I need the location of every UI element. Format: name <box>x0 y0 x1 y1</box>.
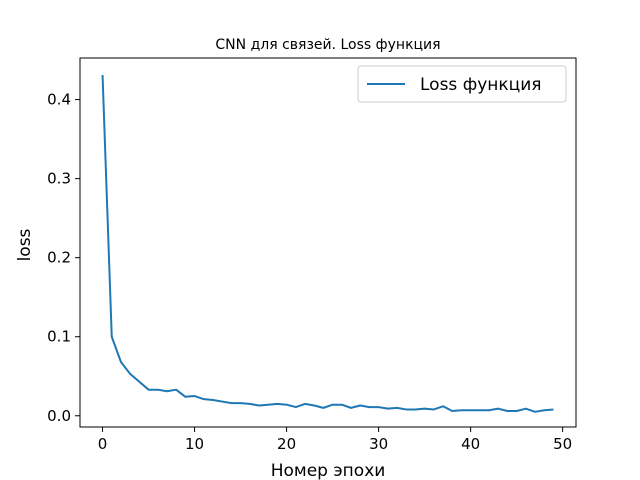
x-tick-label: 10 <box>185 435 204 453</box>
y-tick-label: 0.0 <box>47 407 71 425</box>
data-marks <box>101 75 554 413</box>
plot-area <box>79 57 577 428</box>
y-tick-label: 0.2 <box>47 249 71 267</box>
series-line-0 <box>101 75 554 413</box>
y-tick-label: 0.1 <box>47 328 71 346</box>
y-tick-label: 0.3 <box>47 170 71 188</box>
y-axis-label: loss <box>15 228 35 261</box>
legend-label: Loss функция <box>420 75 542 95</box>
x-tick-label: 20 <box>277 435 296 453</box>
plot-frame <box>79 57 577 428</box>
x-tick-label: 30 <box>369 435 388 453</box>
legend-box <box>357 65 567 103</box>
legend: Loss функция <box>357 65 567 103</box>
chart-title: CNN для связей. Loss функция <box>215 37 440 53</box>
axes: 0 10 20 30 40 50 0.0 0.1 0.2 0.3 0.4 <box>47 91 572 453</box>
x-axis-label: Номер эпохи <box>271 461 386 480</box>
x-tick-label: 40 <box>461 435 480 453</box>
x-tick-label: 50 <box>553 435 572 453</box>
x-tick-label: 0 <box>98 435 108 453</box>
y-tick-label: 0.4 <box>47 91 71 109</box>
